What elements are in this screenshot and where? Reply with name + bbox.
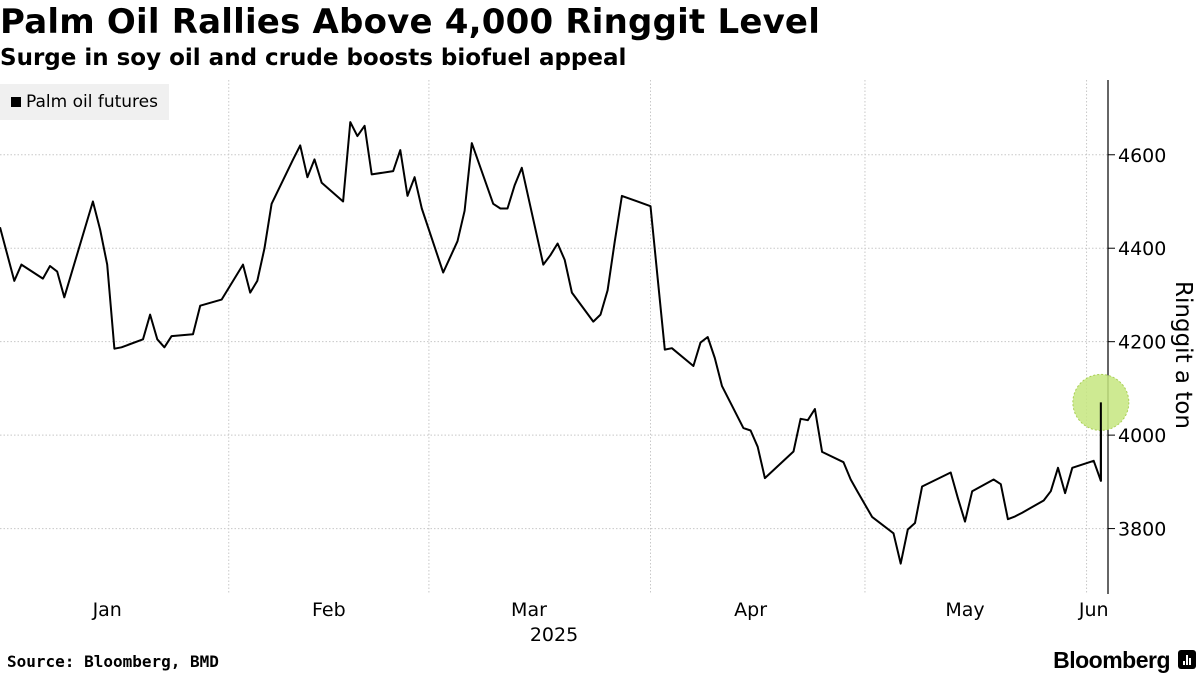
highlight-layer <box>1072 373 1130 481</box>
chart-subtitle: Surge in soy oil and crude boosts biofue… <box>0 45 627 71</box>
grid <box>0 80 1108 594</box>
legend: Palm oil futures <box>0 84 169 120</box>
series-layer <box>0 121 1102 565</box>
bloomberg-terminal-icon <box>1178 650 1196 669</box>
x-tick-label: Apr <box>734 599 767 621</box>
y-axis: 3800 4000 4200 4400 4600 <box>1107 80 1166 594</box>
y-tick-label: 4400 <box>1118 238 1166 260</box>
chart-title: Palm Oil Rallies Above 4,000 Ringgit Lev… <box>0 2 821 42</box>
x-tick-label: Feb <box>312 599 346 621</box>
x-axis-title: 2025 <box>530 624 578 646</box>
x-axis: Jan Feb Mar Apr May Jun <box>92 599 1109 621</box>
y-tick-label: 4600 <box>1118 145 1166 167</box>
legend-swatch <box>11 97 21 107</box>
x-tick-label: Jan <box>92 599 122 621</box>
brand-logo: Bloomberg <box>1053 647 1170 673</box>
x-tick-label: May <box>945 599 984 621</box>
x-tick-label: Jun <box>1078 599 1109 621</box>
y-tick-label: 3800 <box>1118 519 1166 541</box>
y-tick-label: 4200 <box>1118 332 1166 354</box>
series-line-palm-oil-futures <box>0 121 1102 565</box>
legend-label: Palm oil futures <box>26 92 158 112</box>
y-tick-label: 4000 <box>1118 425 1166 447</box>
y-axis-title: Ringgit a ton <box>1170 281 1196 429</box>
x-tick-label: Mar <box>511 599 547 621</box>
source-note: Source: Bloomberg, BMD <box>7 652 219 671</box>
